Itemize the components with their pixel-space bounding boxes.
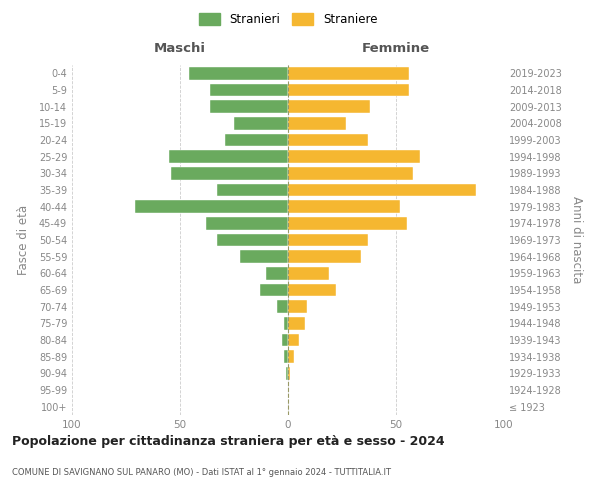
Bar [288,200,400,213]
Bar [206,217,288,230]
Bar [288,117,346,130]
Bar [288,350,295,363]
Y-axis label: Fasce di età: Fasce di età [17,205,31,275]
Bar [288,317,305,330]
Bar [266,267,288,280]
Bar [288,150,420,163]
Legend: Stranieri, Straniere: Stranieri, Straniere [194,8,382,30]
Bar [288,217,407,230]
Bar [277,300,288,313]
Bar [134,200,288,213]
Bar [281,334,288,346]
Bar [286,367,288,380]
Bar [288,367,290,380]
Bar [288,284,335,296]
Bar [210,84,288,96]
Bar [234,117,288,130]
Bar [210,100,288,113]
Text: Popolazione per cittadinanza straniera per età e sesso - 2024: Popolazione per cittadinanza straniera p… [12,435,445,448]
Bar [288,100,370,113]
Text: COMUNE DI SAVIGNANO SUL PANARO (MO) - Dati ISTAT al 1° gennaio 2024 - TUTTITALIA: COMUNE DI SAVIGNANO SUL PANARO (MO) - Da… [12,468,391,477]
Bar [241,250,288,263]
Bar [260,284,288,296]
Bar [288,250,361,263]
Bar [288,334,299,346]
Bar [288,300,307,313]
Y-axis label: Anni di nascita: Anni di nascita [570,196,583,284]
Bar [288,134,368,146]
Bar [288,167,413,179]
Bar [288,184,476,196]
Bar [226,134,288,146]
Bar [188,67,288,80]
Bar [217,184,288,196]
Bar [284,317,288,330]
Bar [288,267,329,280]
Bar [217,234,288,246]
Text: Maschi: Maschi [154,42,206,55]
Bar [288,84,409,96]
Bar [172,167,288,179]
Text: Femmine: Femmine [362,42,430,55]
Bar [169,150,288,163]
Bar [288,234,368,246]
Bar [288,67,409,80]
Bar [284,350,288,363]
